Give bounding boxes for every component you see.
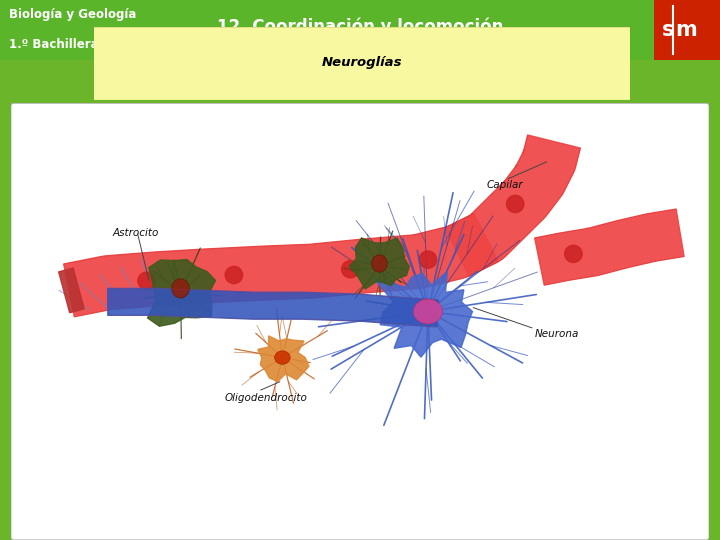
- FancyBboxPatch shape: [72, 27, 652, 100]
- Ellipse shape: [413, 299, 443, 324]
- Ellipse shape: [274, 351, 290, 364]
- Text: 12. Coordinación y locomoción: 12. Coordinación y locomoción: [217, 18, 503, 36]
- Circle shape: [341, 261, 359, 278]
- Text: Astrocito: Astrocito: [112, 228, 159, 238]
- Text: s: s: [662, 20, 674, 40]
- Text: Biología y Geología: Biología y Geología: [9, 9, 136, 22]
- Circle shape: [419, 251, 436, 268]
- Polygon shape: [535, 209, 684, 285]
- Text: 1.º Bachillerato: 1.º Bachillerato: [9, 38, 112, 51]
- FancyBboxPatch shape: [11, 103, 709, 540]
- Polygon shape: [148, 260, 215, 326]
- Circle shape: [225, 266, 243, 284]
- Bar: [654, 0, 720, 60]
- Circle shape: [564, 245, 582, 262]
- Text: Capilar: Capilar: [486, 180, 523, 190]
- Polygon shape: [258, 336, 309, 381]
- Polygon shape: [63, 213, 498, 317]
- Text: Neuroglías: Neuroglías: [322, 56, 402, 69]
- Polygon shape: [374, 271, 472, 357]
- Ellipse shape: [372, 255, 387, 272]
- Circle shape: [506, 195, 524, 213]
- Polygon shape: [349, 238, 409, 289]
- Polygon shape: [58, 268, 84, 313]
- Polygon shape: [445, 135, 580, 276]
- Text: Neurona: Neurona: [534, 328, 579, 339]
- Circle shape: [138, 272, 156, 289]
- Ellipse shape: [172, 279, 189, 298]
- Polygon shape: [108, 288, 438, 327]
- Text: m: m: [675, 20, 697, 40]
- Text: Oligodendrocito: Oligodendrocito: [224, 393, 307, 403]
